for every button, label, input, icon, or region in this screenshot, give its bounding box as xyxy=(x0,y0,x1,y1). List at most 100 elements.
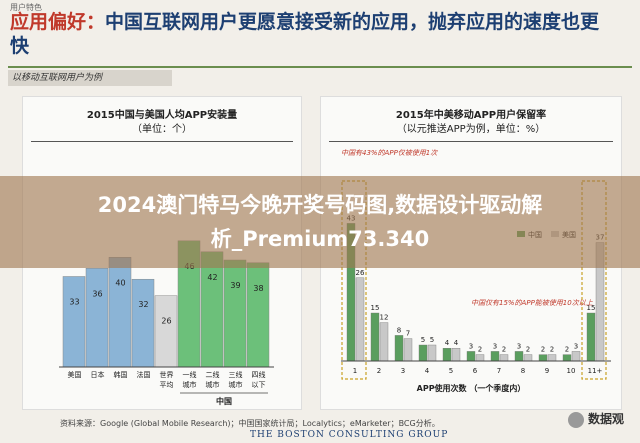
install-chart-title: 2015中国与美国人均APP安装量 xyxy=(86,110,238,121)
install-value-label: 42 xyxy=(207,273,217,282)
retention-tick-label: 1 xyxy=(353,367,357,375)
install-category-label: 城市 xyxy=(229,380,243,389)
watermark-text: 数据观 xyxy=(587,412,624,426)
retention-chart-title: 2015年中美移动APP用户保留率 xyxy=(395,110,547,121)
retention-value-label: 12 xyxy=(380,314,389,322)
retention-value-label: 4 xyxy=(445,339,450,347)
install-value-label: 33 xyxy=(69,297,79,306)
annotation-first-use: 中国有43%的APP仅被使用1次 xyxy=(341,149,438,157)
retention-bar xyxy=(475,354,485,362)
retention-value-label: 3 xyxy=(574,342,578,350)
china-group-label: 中国 xyxy=(216,396,232,406)
retention-tick-label: 9 xyxy=(545,367,549,375)
install-bar xyxy=(108,257,132,368)
retention-bar xyxy=(586,312,596,362)
banner-line-1: 2024澳门特马今晚开奖号码图,数据设计驱动解 xyxy=(97,193,543,217)
retention-value-label: 2 xyxy=(478,346,482,354)
retention-value-label: 2 xyxy=(526,346,530,354)
retention-value-label: 5 xyxy=(430,336,434,344)
retention-tick-label: 2 xyxy=(377,367,381,375)
retention-bar xyxy=(403,338,413,362)
retention-tick-label: 7 xyxy=(497,367,501,375)
install-value-label: 32 xyxy=(138,300,148,309)
retention-tick-label: 3 xyxy=(401,367,405,375)
retention-tick-label: 11+ xyxy=(588,367,603,375)
retention-value-label: 26 xyxy=(356,269,365,277)
retention-value-label: 2 xyxy=(565,346,569,354)
source-note: 资料来源：Google (Global Mobile Research)；中国国… xyxy=(60,419,440,428)
retention-value-label: 2 xyxy=(502,346,506,354)
retention-value-label: 8 xyxy=(397,326,401,334)
install-category-label: 平均 xyxy=(160,380,174,389)
install-value-label: 38 xyxy=(253,284,263,293)
install-bar xyxy=(200,251,224,368)
retention-value-label: 2 xyxy=(550,346,554,354)
banner-line-2: 析_Premium73.340 xyxy=(210,227,430,251)
title-rest: 中国互联网用户更愿意接受新的应用，抛弃应用的速度也更快 xyxy=(10,11,600,57)
retention-value-label: 5 xyxy=(421,336,425,344)
retention-value-label: 3 xyxy=(517,342,521,350)
subtag: 以移动互联网用户为例 xyxy=(8,70,172,86)
watermark: 数据观 xyxy=(567,410,624,428)
install-category-label: 城市 xyxy=(206,380,220,389)
page-title: 应用偏好：中国互联网用户更愿意接受新的应用，抛弃应用的速度也更快 xyxy=(10,10,610,58)
retention-bar xyxy=(562,354,572,362)
install-category-label: 四线 xyxy=(252,370,266,379)
bcg-logo: THE BOSTON CONSULTING GROUP xyxy=(250,430,449,440)
retention-bar xyxy=(394,335,404,362)
retention-tick-label: 8 xyxy=(521,367,525,375)
overlay-banner: 2024澳门特马今晚开奖号码图,数据设计驱动解 析_Premium73.340 xyxy=(0,176,640,268)
retention-bar xyxy=(379,322,389,362)
retention-value-label: 3 xyxy=(469,342,473,350)
install-category-label: 法国 xyxy=(137,370,151,379)
header-rule xyxy=(8,66,632,68)
annotation-ten-plus: 中国仅有15%的APP能被使用10次以上 xyxy=(471,299,594,307)
retention-title-rule xyxy=(329,141,613,142)
retention-bar xyxy=(538,354,548,362)
retention-x-axis-title: APP使用次数 （一个季度内） xyxy=(417,383,526,393)
retention-bar xyxy=(490,351,500,362)
install-value-label: 40 xyxy=(115,278,125,287)
install-category-label: 以下 xyxy=(252,381,266,389)
install-bar xyxy=(154,295,178,368)
retention-bar xyxy=(427,344,437,362)
retention-value-label: 15 xyxy=(371,304,380,312)
retention-value-label: 7 xyxy=(406,330,410,338)
retention-bar xyxy=(418,344,428,362)
install-bar xyxy=(131,278,155,368)
install-chart-subtitle: （单位：个） xyxy=(132,124,192,135)
retention-bar xyxy=(466,351,476,362)
install-category-label: 美国 xyxy=(68,370,82,379)
install-category-label: 一线 xyxy=(183,370,197,379)
install-category-label: 日本 xyxy=(91,370,105,379)
retention-bar xyxy=(499,354,509,362)
install-category-label: 韩国 xyxy=(114,370,128,379)
install-title-rule xyxy=(31,141,293,142)
retention-tick-label: 4 xyxy=(425,367,430,375)
install-bar xyxy=(246,262,270,368)
retention-value-label: 4 xyxy=(454,339,459,347)
retention-tick-label: 5 xyxy=(449,367,453,375)
wechat-icon xyxy=(567,411,584,428)
retention-bar xyxy=(451,347,461,362)
retention-bar xyxy=(523,354,533,362)
retention-tick-label: 6 xyxy=(473,367,478,375)
retention-value-label: 2 xyxy=(541,346,545,354)
install-bar xyxy=(62,276,86,368)
install-bar xyxy=(223,259,247,368)
retention-bar xyxy=(370,312,380,362)
retention-chart-subtitle: （以元推送APP为例，单位：%） xyxy=(396,124,546,135)
install-category-label: 三线 xyxy=(229,370,243,379)
install-value-label: 26 xyxy=(161,317,171,326)
retention-tick-label: 10 xyxy=(567,367,576,375)
install-value-label: 36 xyxy=(92,289,102,298)
retention-bar xyxy=(571,351,581,362)
install-category-label: 二线 xyxy=(206,370,220,379)
install-bar xyxy=(85,268,109,368)
install-category-label: 世界 xyxy=(160,370,174,379)
title-lead: 应用偏好： xyxy=(10,11,106,33)
install-category-label: 城市 xyxy=(183,380,197,389)
retention-bar xyxy=(355,277,365,362)
install-chart: 33美国36日本40韩国32法国26世界平均46一线城市42二线城市39三线城市… xyxy=(59,240,274,406)
